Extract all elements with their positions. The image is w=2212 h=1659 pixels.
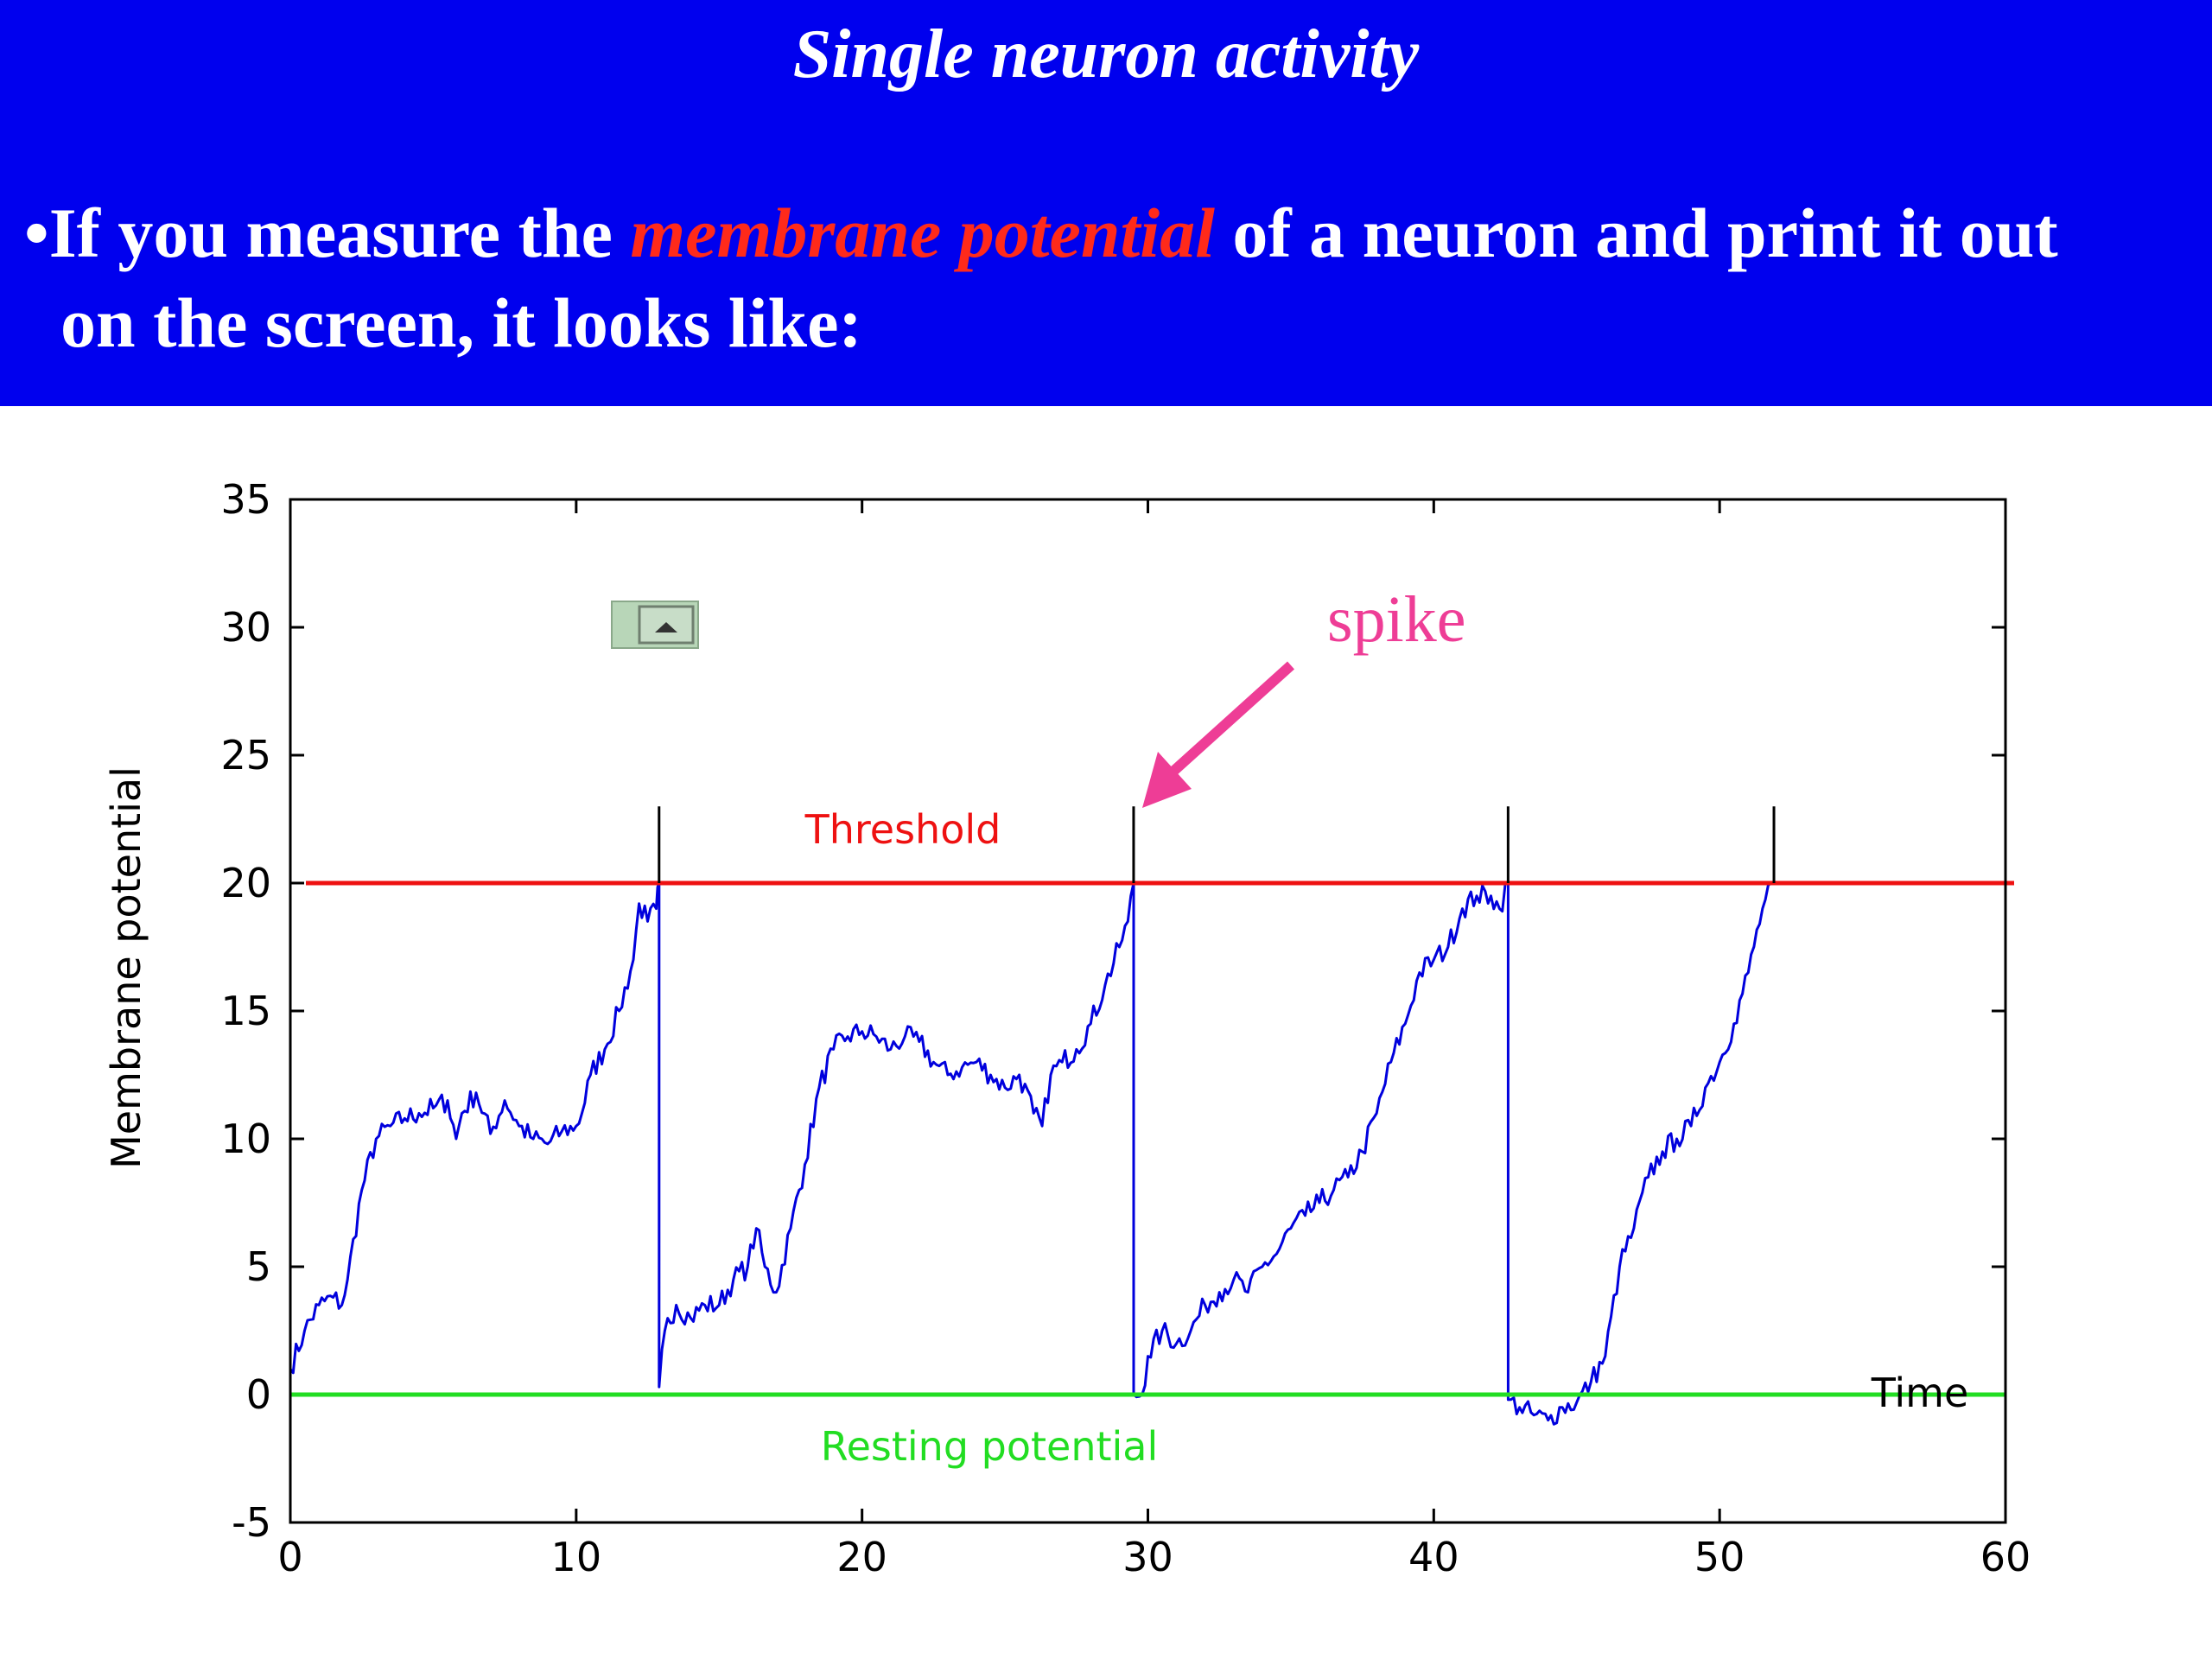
spike-arrow-shaft bbox=[1164, 661, 1295, 780]
slide-title: Single neuron activity bbox=[792, 16, 1420, 92]
y-tick-label: 30 bbox=[220, 604, 271, 651]
x-tick-label: 50 bbox=[1694, 1534, 1745, 1580]
plot-frame bbox=[289, 498, 2007, 1524]
highlighted-term: membrane potential bbox=[630, 194, 1215, 272]
y-tick-label: 25 bbox=[220, 732, 271, 779]
y-tick-label: 10 bbox=[220, 1116, 271, 1162]
y-tick-label: 0 bbox=[246, 1371, 271, 1418]
x-tick-label: 10 bbox=[551, 1534, 602, 1580]
x-tick-label: 20 bbox=[836, 1534, 887, 1580]
text-line-2: on the screen, it looks like: bbox=[60, 283, 862, 362]
bullet-mark: • bbox=[24, 194, 49, 272]
plot-background bbox=[290, 499, 2005, 1522]
collapse-widget[interactable] bbox=[611, 601, 699, 649]
membrane-trace bbox=[289, 881, 1775, 1426]
slide-bullet-text: •If you measure the membrane potential o… bbox=[24, 188, 2184, 368]
arrow-icon bbox=[1142, 752, 1192, 808]
x-tick-label: 30 bbox=[1122, 1534, 1173, 1580]
y-tick-label: 5 bbox=[246, 1243, 271, 1290]
threshold-label: Threshold bbox=[804, 806, 1001, 853]
x-tick-label: 0 bbox=[277, 1534, 302, 1580]
slide-header: Single neuron activity •If you measure t… bbox=[0, 0, 2212, 406]
spike-annotation-text: spike bbox=[1327, 583, 1465, 656]
reference-lines bbox=[290, 806, 2014, 1397]
x-tick-label: 40 bbox=[1408, 1534, 1459, 1580]
spike-annotation: spike bbox=[1142, 583, 1465, 808]
y-tick-label: -5 bbox=[232, 1499, 271, 1546]
y-axis-label: Membrane potential bbox=[103, 766, 149, 1169]
triangle-up-icon bbox=[655, 622, 677, 632]
text-before: If you measure the bbox=[48, 194, 631, 272]
x-tick-label: 60 bbox=[1980, 1534, 2031, 1580]
x-axis-label: Time bbox=[1871, 1370, 1969, 1416]
y-tick-label: 15 bbox=[220, 988, 271, 1034]
trace-layer bbox=[289, 881, 1775, 1426]
text-after: of a neuron and print it out bbox=[1214, 194, 2058, 272]
resting-potential-label: Resting potential bbox=[821, 1423, 1159, 1470]
y-tick-label: 20 bbox=[220, 860, 271, 906]
y-tick-label: 35 bbox=[220, 476, 271, 523]
